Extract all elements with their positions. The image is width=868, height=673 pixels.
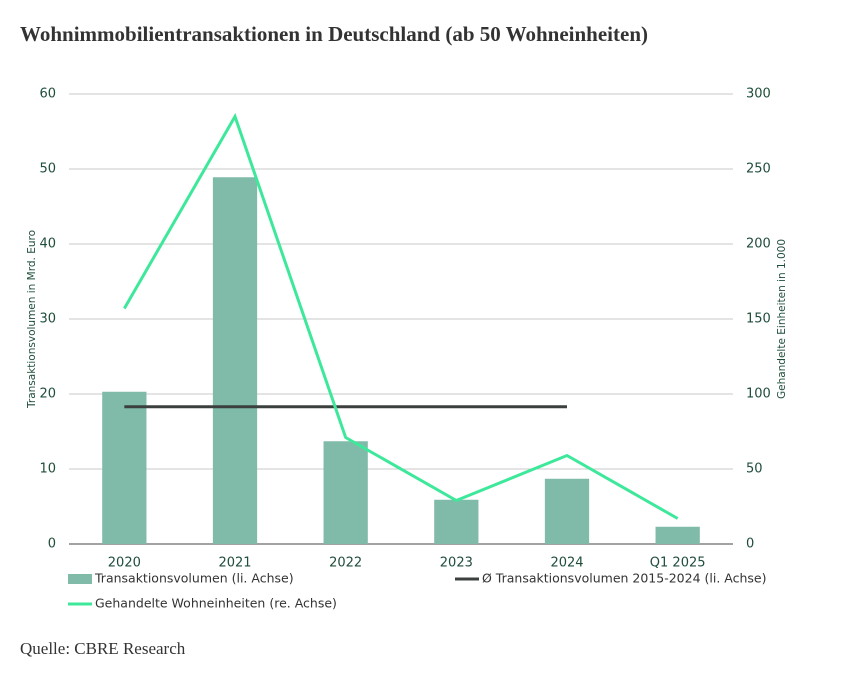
y2-tick-label: 150	[746, 312, 771, 327]
bar	[212, 177, 258, 544]
legend-label: Gehandelte Wohneinheiten (re. Achse)	[95, 596, 337, 611]
chart-title: Wohnimmobilientransaktionen in Deutschla…	[20, 22, 648, 46]
bar	[323, 441, 368, 544]
line	[123, 112, 679, 520]
x-tick-label: 2021	[218, 556, 251, 571]
source-note: Quelle: CBRE Research	[20, 639, 186, 658]
bar	[102, 391, 147, 544]
y2-axis-label: Gehandelte Einheiten in 1.000	[776, 239, 788, 399]
legend-label: Transaktionsvolumen (li. Achse)	[94, 571, 294, 586]
y2-tick-label: 200	[746, 237, 771, 252]
y2-tick-label: 300	[746, 87, 771, 102]
bar	[544, 478, 590, 544]
y2-tick-label: 50	[746, 462, 763, 477]
bar	[655, 526, 700, 544]
y2-tick-label: 100	[746, 387, 771, 402]
y2-tick-label: 250	[746, 162, 771, 177]
bar	[434, 499, 479, 544]
y-tick-label: 40	[39, 237, 56, 252]
legend-label: Ø Transaktionsvolumen 2015-2024 (li. Ach…	[482, 571, 767, 586]
x-tick-label: 2020	[108, 556, 141, 571]
y-axis-label: Transaktionsvolumen in Mrd. Euro	[26, 230, 38, 409]
y-tick-label: 0	[48, 537, 56, 552]
y2-tick-label: 0	[746, 537, 754, 552]
x-tick-label: 2022	[329, 556, 362, 571]
y-tick-label: 50	[39, 162, 56, 177]
x-tick-label: 2024	[550, 556, 583, 571]
y-tick-label: 10	[39, 462, 56, 477]
legend-swatch	[68, 574, 92, 584]
y-tick-label: 60	[39, 87, 56, 102]
x-tick-label: 2023	[440, 556, 473, 571]
y-tick-label: 30	[39, 312, 56, 327]
x-tick-label: Q1 2025	[650, 556, 706, 571]
y-tick-label: 20	[39, 387, 56, 402]
